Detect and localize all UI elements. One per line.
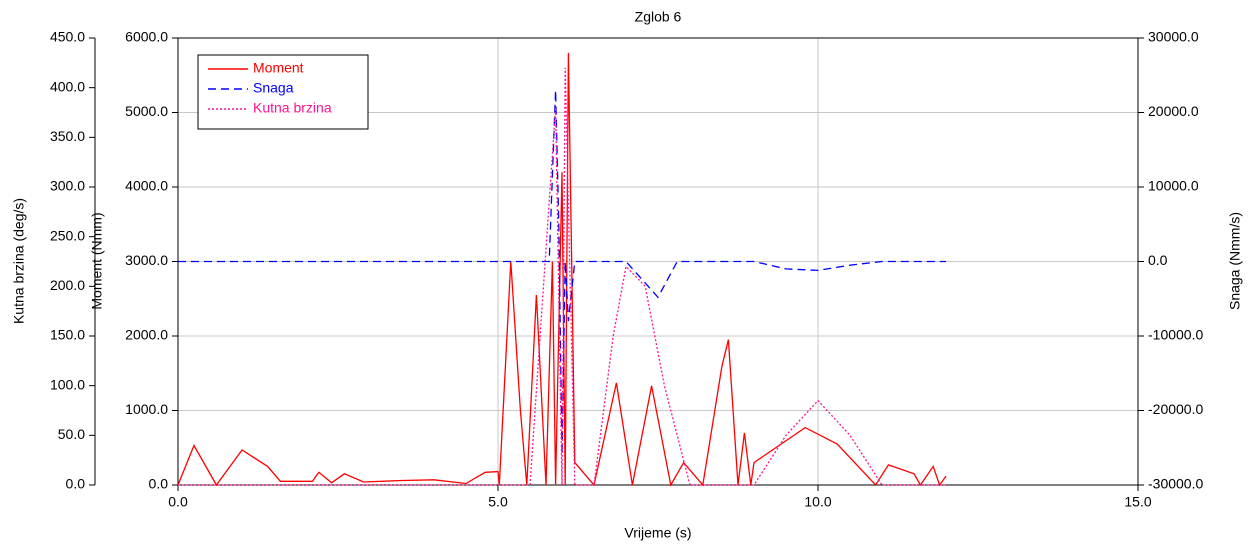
legend-label: Moment	[253, 60, 304, 76]
y-tick-label: 4000.0	[125, 178, 168, 194]
y-tick-label: 200.0	[50, 277, 85, 293]
legend-box	[197, 54, 369, 130]
y3-axis-label: Kutna brzina (deg/s)	[11, 198, 27, 324]
x-tick-label: 15.0	[1124, 494, 1151, 510]
y-tick-label: 6000.0	[125, 29, 168, 45]
series-line	[178, 67, 946, 486]
y-tick-label: 400.0	[50, 78, 85, 94]
y-tick-label: 30000.0	[1148, 29, 1199, 45]
legend-label: Kutna brzina	[253, 100, 332, 116]
y-tick-label: 20000.0	[1148, 103, 1199, 119]
y-tick-label: -20000.0	[1148, 401, 1203, 417]
y-tick-label: 300.0	[50, 178, 85, 194]
x-axis-label: Vrijeme (s)	[624, 525, 691, 541]
y-tick-label: 3000.0	[125, 252, 168, 268]
y-axis-label: Moment (Nmm)	[89, 212, 105, 309]
x-tick-label: 0.0	[168, 494, 188, 510]
x-tick-label: 10.0	[804, 494, 831, 510]
x-tick-label: 5.0	[488, 494, 508, 510]
y-tick-label: -10000.0	[1148, 327, 1203, 343]
y-tick-label: 5000.0	[125, 103, 168, 119]
chart-title: Zglob 6	[635, 9, 682, 25]
y-tick-label: 0.0	[66, 476, 86, 492]
y-tick-label: 350.0	[50, 128, 85, 144]
series-line	[178, 90, 946, 456]
y-tick-label: 450.0	[50, 29, 85, 45]
y-tick-label: 0.0	[1148, 252, 1168, 268]
y-tick-label: 10000.0	[1148, 178, 1199, 194]
y-tick-label: 150.0	[50, 327, 85, 343]
y-tick-label: 250.0	[50, 227, 85, 243]
y-tick-label: -30000.0	[1148, 476, 1203, 492]
y-tick-label: 0.0	[149, 476, 169, 492]
y-tick-label: 100.0	[50, 376, 85, 392]
y-tick-label: 2000.0	[125, 327, 168, 343]
series-line	[177, 52, 947, 487]
legend-label: Snaga	[253, 80, 294, 96]
y-tick-label: 1000.0	[125, 401, 168, 417]
y-tick-label: 50.0	[58, 426, 85, 442]
y2-axis-label: Snaga (Nmm/s)	[1227, 212, 1243, 310]
